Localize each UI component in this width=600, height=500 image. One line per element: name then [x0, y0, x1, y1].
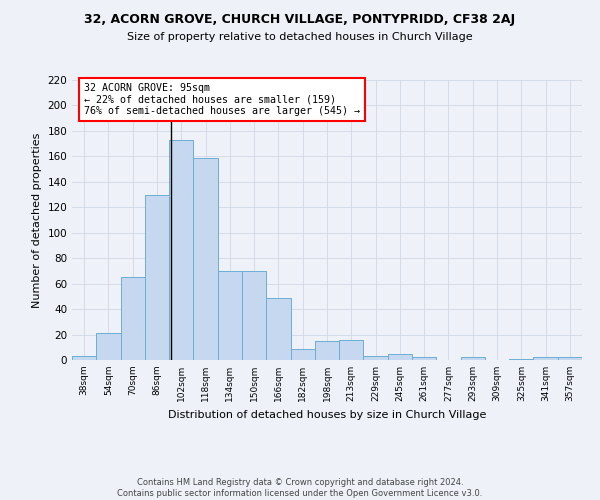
- Bar: [315, 341, 339, 360]
- Bar: [364, 356, 388, 360]
- Text: Contains HM Land Registry data © Crown copyright and database right 2024.
Contai: Contains HM Land Registry data © Crown c…: [118, 478, 482, 498]
- Text: 32, ACORN GROVE, CHURCH VILLAGE, PONTYPRIDD, CF38 2AJ: 32, ACORN GROVE, CHURCH VILLAGE, PONTYPR…: [85, 12, 515, 26]
- Bar: [339, 340, 364, 360]
- Bar: [266, 298, 290, 360]
- Text: 32 ACORN GROVE: 95sqm
← 22% of detached houses are smaller (159)
76% of semi-det: 32 ACORN GROVE: 95sqm ← 22% of detached …: [84, 82, 360, 116]
- Bar: [558, 358, 582, 360]
- Y-axis label: Number of detached properties: Number of detached properties: [32, 132, 42, 308]
- Text: Size of property relative to detached houses in Church Village: Size of property relative to detached ho…: [127, 32, 473, 42]
- Bar: [218, 271, 242, 360]
- Bar: [96, 334, 121, 360]
- Bar: [242, 271, 266, 360]
- Bar: [193, 158, 218, 360]
- Bar: [388, 354, 412, 360]
- Bar: [461, 358, 485, 360]
- Bar: [121, 278, 145, 360]
- Bar: [509, 358, 533, 360]
- Bar: [169, 140, 193, 360]
- Bar: [145, 194, 169, 360]
- Bar: [412, 358, 436, 360]
- Bar: [72, 356, 96, 360]
- X-axis label: Distribution of detached houses by size in Church Village: Distribution of detached houses by size …: [168, 410, 486, 420]
- Bar: [533, 358, 558, 360]
- Bar: [290, 348, 315, 360]
